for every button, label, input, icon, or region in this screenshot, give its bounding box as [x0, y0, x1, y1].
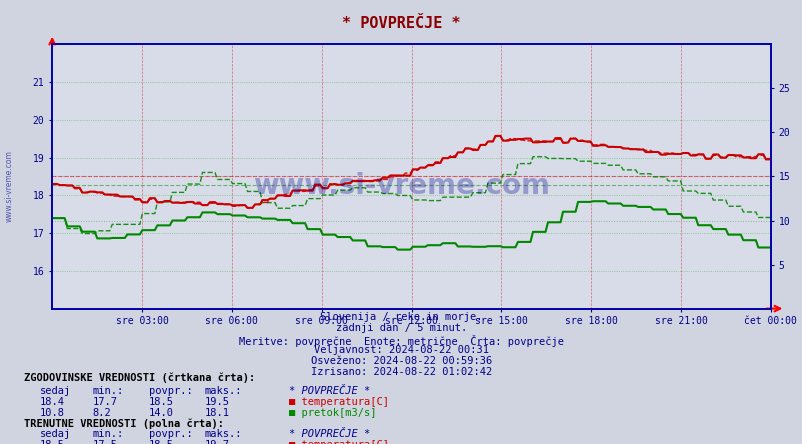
Text: 19.5: 19.5 — [205, 397, 229, 408]
Text: Izrisano: 2024-08-22 01:02:42: Izrisano: 2024-08-22 01:02:42 — [310, 367, 492, 377]
Text: TRENUTNE VREDNOSTI (polna črta):: TRENUTNE VREDNOSTI (polna črta): — [24, 418, 224, 429]
Text: Meritve: povprečne  Enote: metrične  Črta: povprečje: Meritve: povprečne Enote: metrične Črta:… — [239, 335, 563, 347]
Text: povpr.:: povpr.: — [148, 386, 192, 396]
Text: sedaj: sedaj — [40, 386, 71, 396]
Text: 18.5: 18.5 — [148, 397, 173, 408]
Text: povpr.:: povpr.: — [148, 429, 192, 440]
Text: 18.1: 18.1 — [205, 408, 229, 419]
Text: sedaj: sedaj — [40, 429, 71, 440]
Text: Osveženo: 2024-08-22 00:59:36: Osveženo: 2024-08-22 00:59:36 — [310, 356, 492, 366]
Text: 18.4: 18.4 — [40, 397, 65, 408]
Text: ■ temperatura[C]: ■ temperatura[C] — [289, 397, 389, 408]
Text: 14.0: 14.0 — [148, 408, 173, 419]
Text: * POVPREČJE *: * POVPREČJE * — [289, 386, 370, 396]
Text: 8.2: 8.2 — [92, 408, 111, 419]
Text: www.si-vreme.com: www.si-vreme.com — [5, 151, 14, 222]
Text: www.si-vreme.com: www.si-vreme.com — [253, 172, 549, 201]
Text: zadnji dan / 5 minut.: zadnji dan / 5 minut. — [335, 323, 467, 333]
Text: * POVPREČJE *: * POVPREČJE * — [342, 16, 460, 31]
Text: 18.5: 18.5 — [40, 440, 65, 444]
Text: maks.:: maks.: — [205, 386, 242, 396]
Text: ■ temperatura[C]: ■ temperatura[C] — [289, 440, 389, 444]
Text: Veljavnost: 2024-08-22 00:31: Veljavnost: 2024-08-22 00:31 — [314, 345, 488, 356]
Text: 10.8: 10.8 — [40, 408, 65, 419]
Text: maks.:: maks.: — [205, 429, 242, 440]
Text: min.:: min.: — [92, 386, 124, 396]
Text: ■ pretok[m3/s]: ■ pretok[m3/s] — [289, 408, 376, 419]
Text: min.:: min.: — [92, 429, 124, 440]
Text: ZGODOVINSKE VREDNOSTI (črtkana črta):: ZGODOVINSKE VREDNOSTI (črtkana črta): — [24, 373, 255, 384]
Text: 17.5: 17.5 — [92, 440, 117, 444]
Text: 18.5: 18.5 — [148, 440, 173, 444]
Text: * POVPREČJE *: * POVPREČJE * — [289, 429, 370, 440]
Text: Slovenija / reke in morje.: Slovenija / reke in morje. — [320, 312, 482, 322]
Text: 19.7: 19.7 — [205, 440, 229, 444]
Text: 17.7: 17.7 — [92, 397, 117, 408]
